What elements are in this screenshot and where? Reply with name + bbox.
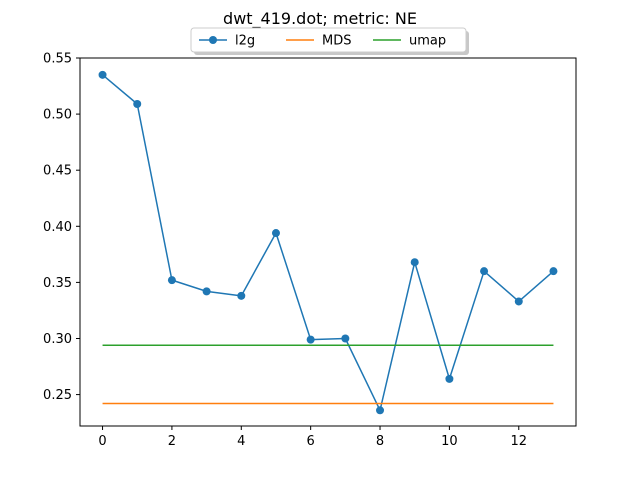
x-tick-label: 12 (510, 434, 527, 449)
legend-label-l2g: l2g (235, 34, 255, 49)
x-tick-label: 10 (441, 434, 458, 449)
chart-title: dwt_419.dot; metric: NE (223, 9, 417, 29)
legend-label-mds: MDS (322, 34, 351, 49)
axes: 0 2 4 6 8 10 12 0.25 0.30 0.35 0.40 0.45 0.50 0.55 (43, 52, 577, 449)
legend: l2g MDS umap (190, 27, 469, 55)
data-point-l2g (376, 406, 385, 415)
data-point-l2g (306, 335, 315, 344)
data-point-l2g (133, 100, 142, 108)
data-point-l2g (341, 334, 350, 343)
x-tick-label: 4 (237, 434, 245, 449)
x-tick-label: 8 (376, 434, 384, 449)
y-tick-label: 0.40 (43, 220, 72, 235)
series-line-l2g (102, 74, 554, 412)
x-tick-label: 2 (168, 434, 176, 449)
legend-box (190, 27, 467, 53)
data-point-l2g (480, 267, 489, 276)
y-tick-label: 0.45 (43, 164, 72, 179)
plot-area (98, 70, 558, 415)
y-tick-label: 0.30 (43, 332, 72, 347)
data-point-l2g (514, 297, 523, 306)
axes-frame (79, 57, 577, 427)
y-tick-label: 0.50 (43, 108, 72, 123)
x-tick-label: 6 (307, 434, 315, 449)
y-tick-label: 0.25 (43, 388, 72, 403)
y-tick-label: 0.55 (43, 52, 72, 67)
x-tick-label: 0 (98, 434, 106, 449)
data-point-l2g (271, 229, 280, 238)
legend-marker-l2g (209, 36, 217, 44)
data-point-l2g (98, 70, 107, 79)
data-point-l2g (410, 258, 419, 267)
data-point-l2g (549, 267, 558, 276)
y-tick-label: 0.35 (43, 276, 72, 291)
data-point-l2g (167, 276, 176, 285)
legend-label-umap: umap (409, 34, 446, 49)
data-point-l2g (445, 374, 454, 383)
data-point-l2g (237, 291, 246, 300)
data-point-l2g (202, 287, 211, 296)
